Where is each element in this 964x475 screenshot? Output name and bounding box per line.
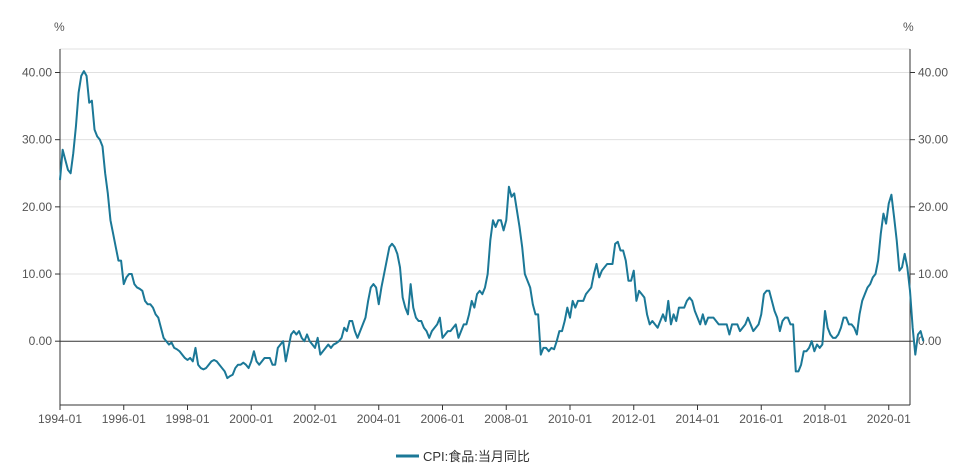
x-tick-label: 1998-01 <box>165 412 209 426</box>
y-ticks-left: 0.00 10.00 20.00 30.00 40.00 <box>22 66 60 348</box>
x-tick-label: 2002-01 <box>293 412 337 426</box>
x-tick-label: 2016-01 <box>739 412 783 426</box>
x-tick-label: 1994-01 <box>38 412 82 426</box>
axes <box>59 49 911 406</box>
y-ticks-right: 0.00 10.00 20.00 30.00 40.00 <box>910 66 948 348</box>
y-tick-label-left: 0.00 <box>29 334 53 348</box>
grid-lines <box>60 48 910 342</box>
x-tick-label: 2014-01 <box>675 412 719 426</box>
x-tick-label: 2010-01 <box>548 412 592 426</box>
y-tick-label-right: 30.00 <box>918 133 948 147</box>
x-tick-label: 2006-01 <box>420 412 464 426</box>
series-line <box>59 70 925 380</box>
x-tick-label: 2000-01 <box>229 412 273 426</box>
x-tick-label: 2018-01 <box>803 412 847 426</box>
x-ticks: 1994-01 1996-01 1998-01 2000-01 2002-01 2004-… <box>38 405 911 426</box>
x-tick-label: 2012-01 <box>612 412 656 426</box>
y-tick-label-left: 20.00 <box>22 200 52 214</box>
x-tick-label: 2004-01 <box>357 412 401 426</box>
y-tick-label-left: 30.00 <box>22 133 52 147</box>
legend[interactable]: CPI:食品:当月同比 <box>396 449 530 464</box>
x-tick-label: 1996-01 <box>102 412 146 426</box>
y-axis-right-unit: % <box>903 20 914 34</box>
y-axis-left-unit: % <box>54 20 65 34</box>
y-tick-label-left: 10.00 <box>22 267 52 281</box>
y-tick-label-right: 0.00 <box>918 334 942 348</box>
y-tick-label-right: 20.00 <box>918 200 948 214</box>
x-tick-label: 2020-01 <box>867 412 911 426</box>
y-tick-label-right: 40.00 <box>918 66 948 80</box>
y-tick-label-right: 10.00 <box>918 267 948 281</box>
series-group <box>59 70 925 380</box>
x-tick-label: 2008-01 <box>484 412 528 426</box>
legend-label: CPI:食品:当月同比 <box>423 449 530 464</box>
y-tick-label-left: 40.00 <box>22 66 52 80</box>
